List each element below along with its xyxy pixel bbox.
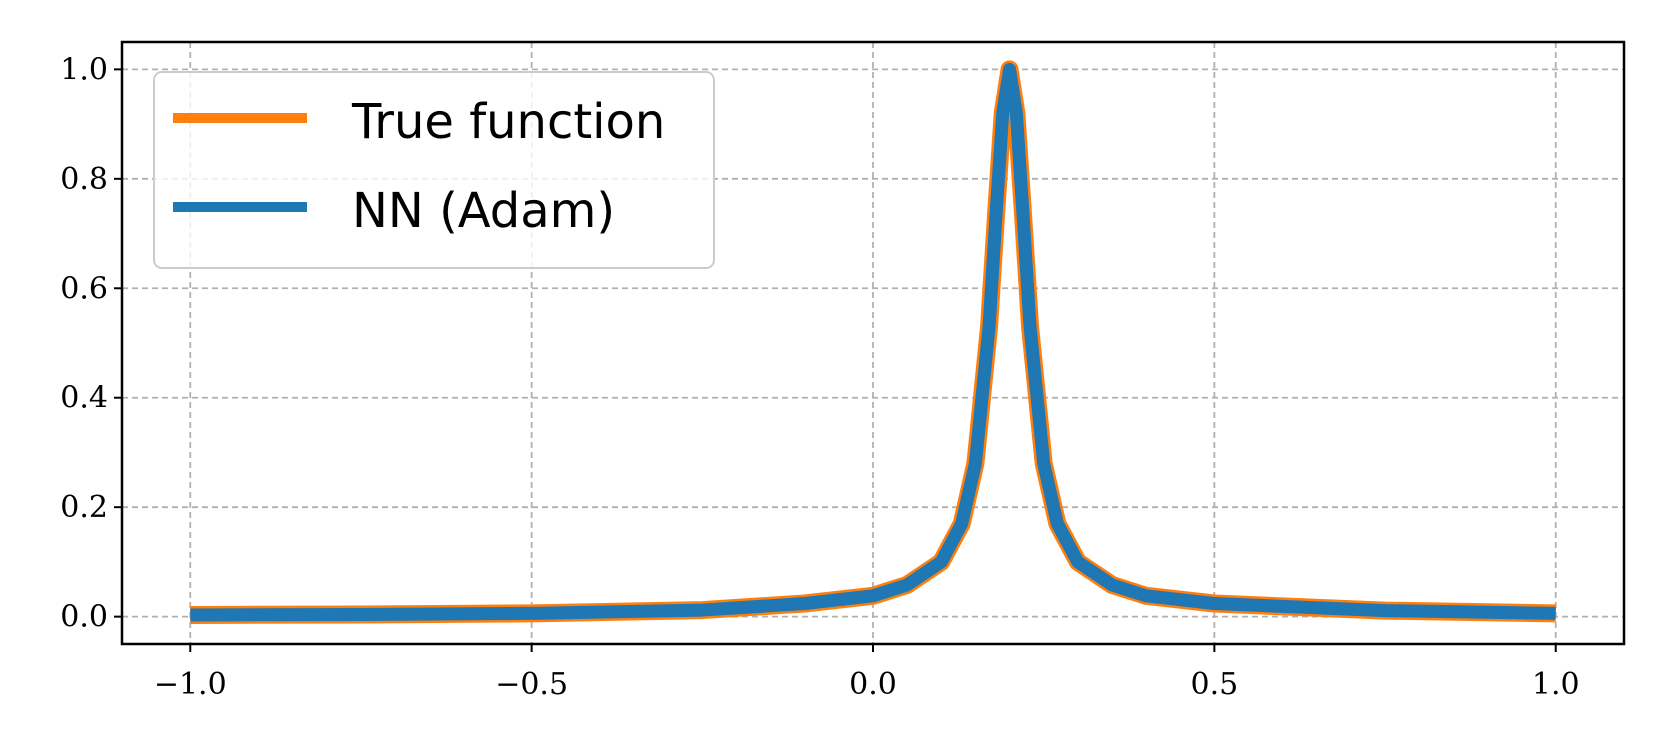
x-tick-label: −0.5	[495, 667, 568, 702]
x-tick-label: 0.0	[849, 667, 897, 702]
y-axis: 0.0 0.2 0.4 0.6 0.8 1.0	[60, 52, 122, 635]
x-axis: −1.0 −0.5 0.0 0.5 1.0	[154, 644, 1580, 702]
y-tick-label: 0.6	[60, 271, 108, 306]
y-tick-label: 1.0	[60, 52, 108, 87]
legend-label-nn-adam: NN (Adam)	[352, 183, 615, 239]
y-tick-label: 0.8	[60, 162, 108, 197]
legend-label-true-function: True function	[351, 94, 665, 150]
x-tick-label: 1.0	[1532, 667, 1580, 702]
x-tick-label: −1.0	[154, 667, 227, 702]
legend: True function NN (Adam)	[153, 71, 715, 269]
y-tick-label: 0.0	[60, 600, 108, 635]
series-line-nn-adam	[190, 62, 1556, 622]
x-tick-label: 0.5	[1191, 667, 1239, 702]
y-tick-label: 0.2	[60, 490, 108, 525]
series-lines	[190, 60, 1556, 624]
y-tick-label: 0.4	[60, 381, 108, 416]
